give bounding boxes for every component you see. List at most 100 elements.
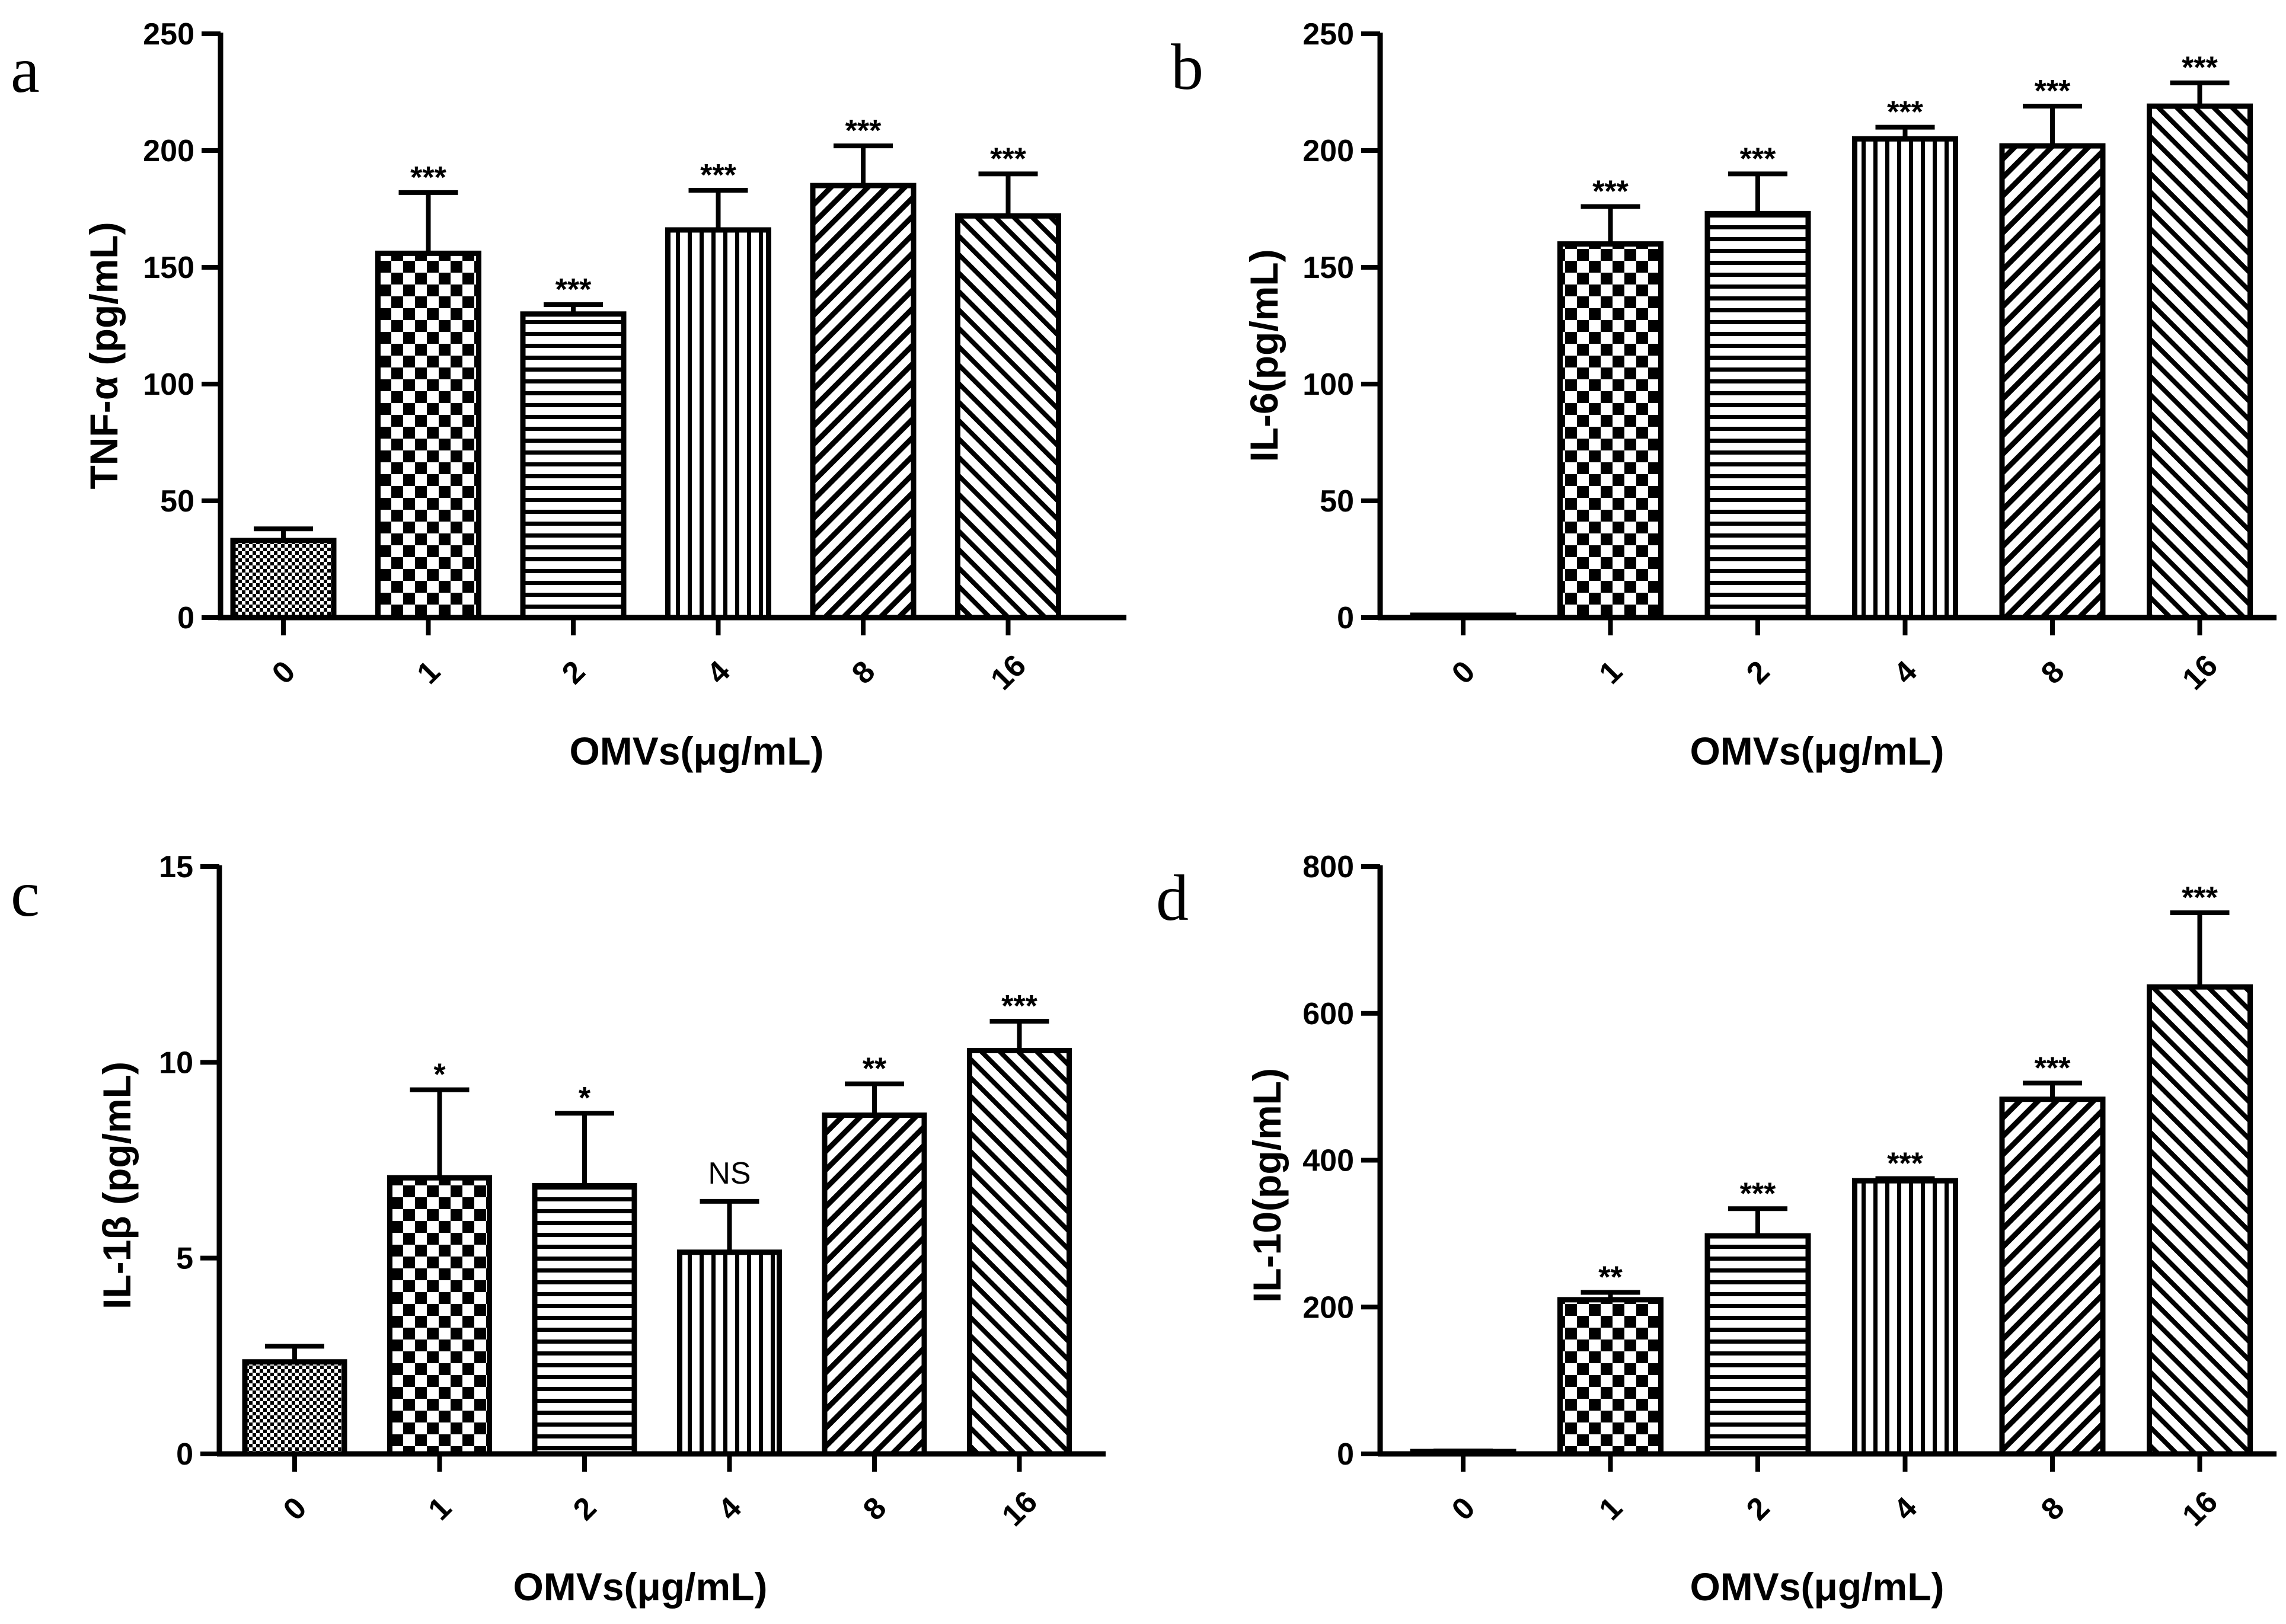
bar-2 (1704, 1233, 1811, 1457)
significance-label: *** (1740, 1177, 1776, 1211)
significance-label: *** (2182, 51, 2218, 85)
x-tick-label: 16 (984, 648, 1033, 697)
y-tick-label: 200 (1302, 1290, 1354, 1325)
x-tick-label: 2 (567, 1491, 603, 1527)
significance-label: *** (410, 161, 446, 195)
y-axis-title: IL-10(pg/mL) (1245, 1068, 1289, 1303)
significance-label: *** (845, 114, 882, 148)
x-tick-label: 16 (995, 1485, 1044, 1533)
bar-0 (230, 538, 337, 621)
panel-letter: b (1171, 31, 1203, 103)
panel-letter: c (11, 858, 40, 930)
significance-label: *** (1887, 95, 1923, 130)
bar-8 (1999, 143, 2106, 621)
chart-panel-a: a TNF-α (pg/mL) OMVs(μg/mL) 0 50 100 150 200… (11, 17, 1126, 773)
x-tick-label: 0 (1445, 654, 1482, 690)
x-tick-label: 4 (700, 654, 737, 691)
bar-8 (822, 1112, 927, 1457)
significance-label: *** (700, 158, 736, 193)
x-tick-label: 8 (2035, 1491, 2071, 1527)
x-tick-label: 2 (1740, 1491, 1776, 1527)
y-axis-title: IL-6(pg/mL) (1242, 249, 1286, 462)
chart-panel-c: c IL-1β (pg/mL) OMVs(μg/mL) 0 5 10 15 0 1 * 2 * 4… (11, 850, 1106, 1609)
x-tick-label: 0 (1445, 1491, 1482, 1527)
x-tick-label: 16 (2176, 648, 2224, 697)
x-tick-label: 2 (1740, 654, 1776, 690)
x-tick-label: 4 (711, 1491, 748, 1527)
y-tick-label: 600 (1302, 997, 1354, 1031)
bar-4 (677, 1249, 782, 1457)
bar-4 (1852, 1178, 1958, 1457)
y-tick-label: 0 (1337, 1437, 1354, 1472)
x-axis-title: OMVs(μg/mL) (513, 1565, 767, 1609)
x-axis-title: OMVs(μg/mL) (1690, 729, 1944, 773)
x-tick-label: 2 (555, 654, 592, 690)
bar-16 (2147, 103, 2253, 621)
x-tick-label: 0 (266, 654, 302, 690)
significance-label: *** (1001, 989, 1037, 1024)
significance-label: *** (990, 142, 1026, 176)
x-tick-label: 4 (1887, 1491, 1924, 1527)
x-tick-label: 4 (1887, 654, 1924, 691)
x-tick-label: 1 (1592, 654, 1629, 690)
bar-4 (1852, 136, 1958, 621)
bar-8 (1999, 1096, 2106, 1457)
panel-letter: a (11, 34, 40, 106)
y-tick-label: 10 (159, 1046, 193, 1080)
chart-panel-d: d IL-10(pg/mL) OMVs(μg/mL) 0 200 400 600 800… (1156, 850, 2277, 1609)
bar-1 (1557, 1297, 1664, 1457)
y-tick-label: 100 (1302, 367, 1354, 402)
x-tick-label: 1 (422, 1491, 458, 1527)
y-tick-label: 5 (176, 1242, 193, 1276)
y-axis-title: TNF-α (pg/mL) (82, 222, 126, 489)
y-tick-label: 50 (1320, 484, 1354, 519)
panel-letter: d (1156, 862, 1189, 934)
bar-1 (1557, 241, 1664, 621)
x-tick-label: 1 (410, 654, 446, 690)
significance-label: ** (863, 1052, 887, 1086)
y-tick-label: 50 (160, 484, 194, 519)
bar-16 (955, 213, 1061, 621)
y-tick-label: 150 (1302, 251, 1354, 285)
significance-label: *** (1887, 1146, 1923, 1181)
significance-label: ** (1598, 1260, 1623, 1294)
significance-label: NS (708, 1156, 751, 1191)
bar-8 (810, 183, 917, 621)
chart-panel-b: b IL-6(pg/mL) OMVs(μg/mL) 0 50 100 150 200 25… (1171, 17, 2277, 773)
y-tick-label: 150 (143, 251, 194, 285)
x-axis-title: OMVs(μg/mL) (569, 729, 823, 773)
y-tick-label: 250 (143, 17, 194, 52)
x-tick-label: 8 (2035, 654, 2071, 690)
x-tick-label: 1 (1592, 1491, 1629, 1527)
significance-label: *** (555, 273, 592, 307)
significance-label: *** (1740, 142, 1776, 176)
bar-2 (520, 311, 627, 621)
y-tick-label: 0 (177, 601, 194, 635)
x-axis-title: OMVs(μg/mL) (1690, 1565, 1944, 1609)
bar-0 (242, 1359, 347, 1457)
bar-1 (387, 1175, 492, 1457)
x-tick-label: 0 (277, 1491, 313, 1527)
bar-4 (665, 227, 771, 621)
x-tick-label: 8 (857, 1491, 893, 1527)
significance-label: *** (2035, 74, 2071, 108)
significance-label: *** (1592, 175, 1629, 209)
y-tick-label: 0 (176, 1437, 193, 1472)
bar-16 (2147, 984, 2253, 1457)
y-tick-label: 100 (143, 367, 194, 402)
significance-label: * (579, 1081, 591, 1115)
significance-label: *** (2182, 881, 2218, 915)
x-tick-label: 16 (2176, 1485, 2224, 1533)
significance-label: *** (2035, 1051, 2071, 1085)
bar-2 (1704, 210, 1811, 621)
y-tick-label: 15 (159, 850, 193, 884)
y-tick-label: 0 (1337, 601, 1354, 635)
y-tick-label: 400 (1302, 1144, 1354, 1178)
x-tick-label: 8 (845, 654, 882, 690)
y-tick-label: 200 (1302, 134, 1354, 168)
y-tick-label: 250 (1302, 17, 1354, 52)
bar-1 (375, 250, 481, 621)
y-tick-label: 800 (1302, 850, 1354, 884)
y-axis-title: IL-1β (pg/mL) (95, 1062, 139, 1309)
